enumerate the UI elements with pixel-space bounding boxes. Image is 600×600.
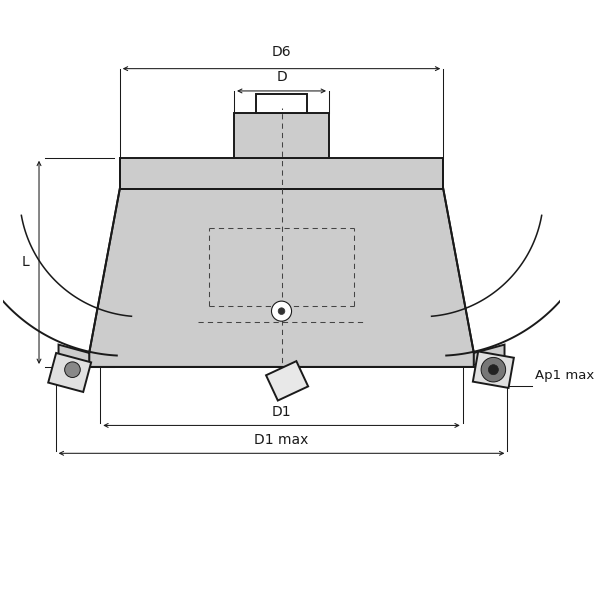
Polygon shape [59, 344, 89, 381]
Text: Ap1 max: Ap1 max [535, 369, 595, 382]
Circle shape [271, 301, 292, 321]
Circle shape [481, 358, 506, 382]
Text: D1: D1 [272, 405, 292, 419]
Polygon shape [89, 188, 474, 367]
Text: D: D [276, 70, 287, 84]
Polygon shape [266, 361, 308, 401]
Text: D1 max: D1 max [254, 433, 309, 446]
Polygon shape [48, 353, 91, 392]
Text: L: L [21, 256, 29, 269]
Circle shape [278, 308, 285, 314]
Polygon shape [474, 344, 505, 381]
Polygon shape [473, 352, 514, 388]
Polygon shape [234, 113, 329, 158]
Text: D6: D6 [272, 44, 292, 59]
Polygon shape [120, 158, 443, 188]
Circle shape [488, 365, 499, 375]
Polygon shape [256, 94, 307, 113]
Circle shape [65, 362, 80, 377]
